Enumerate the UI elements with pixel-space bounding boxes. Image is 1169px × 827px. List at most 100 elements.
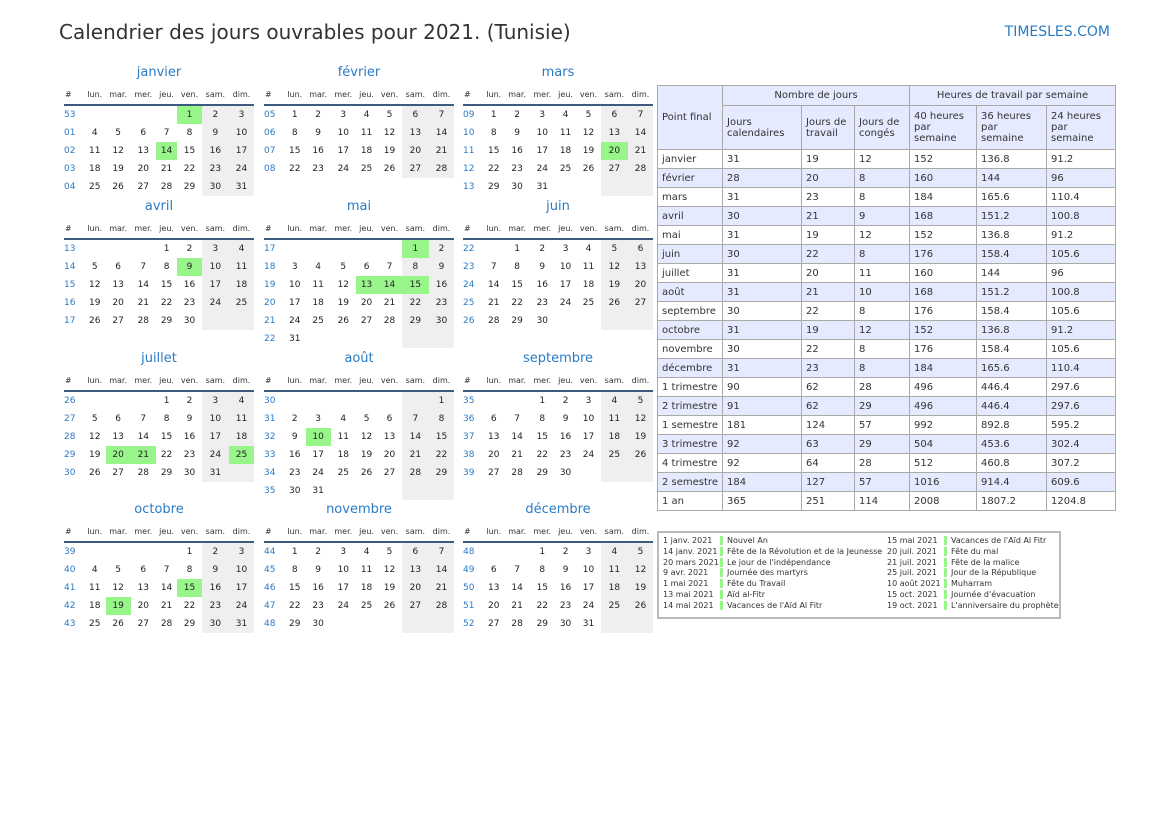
day-cell[interactable]: 19 [600,276,628,294]
day-cell[interactable]: 19 [627,579,653,597]
day-cell[interactable]: 31 [289,334,301,344]
day-cell[interactable]: 13 [488,432,500,442]
day-cell[interactable]: 14 [428,124,454,142]
day-cell[interactable]: 6 [115,414,121,424]
day-cell[interactable]: 16 [289,450,301,460]
day-cell[interactable]: 3 [562,244,569,254]
day-cell[interactable]: 15 [160,432,173,442]
day-cell[interactable]: 17 [201,276,229,294]
day-cell[interactable]: 19 [383,583,396,593]
day-cell[interactable]: 8 [186,565,193,575]
day-cell[interactable]: 20 [383,450,396,460]
day-cell[interactable]: 18 [89,164,101,174]
day-cell[interactable]: 30 [183,468,196,478]
day-cell[interactable]: 8 [186,128,193,138]
day-cell[interactable]: 5 [91,414,98,424]
day-cell[interactable]: 17 [228,579,254,597]
day-cell[interactable]: 27 [627,294,653,312]
day-cell[interactable]: 21 [428,142,454,160]
day-cell[interactable]: 19 [383,146,396,156]
day-cell[interactable]: 21 [137,298,150,308]
day-cell[interactable]: 7 [401,410,429,428]
day-cell[interactable]: 11 [600,561,628,579]
day-cell[interactable]: 9 [514,128,520,138]
day-cell[interactable]: 20 [137,601,150,611]
day-cell[interactable]: 13 [355,276,378,294]
day-cell[interactable]: 25 [89,619,101,629]
day-cell[interactable]: 18 [559,146,572,156]
day-cell[interactable]: 6 [600,105,628,124]
day-cell[interactable]: 6 [386,414,393,424]
day-cell[interactable]: 16 [312,583,324,593]
day-cell[interactable]: 25 [337,468,350,478]
day-cell[interactable]: 20 [137,164,150,174]
day-cell[interactable]: 21 [511,450,523,460]
day-cell[interactable]: 21 [511,601,523,611]
day-cell[interactable]: 29 [160,468,173,478]
day-cell[interactable]: 18 [337,450,350,460]
day-cell[interactable]: 19 [627,428,653,446]
day-cell[interactable]: 14 [401,428,429,446]
day-cell[interactable]: 5 [91,262,98,272]
day-cell[interactable]: 18 [312,298,324,308]
day-cell[interactable]: 31 [201,464,229,482]
day-cell[interactable]: 24 [228,597,254,615]
day-cell[interactable]: 26 [627,597,653,615]
day-cell[interactable]: 7 [140,414,147,424]
day-cell[interactable]: 4 [228,391,254,410]
day-cell[interactable]: 13 [137,583,150,593]
day-cell[interactable]: 1 [291,547,298,557]
day-cell[interactable]: 2 [315,547,321,557]
day-cell[interactable]: 7 [514,414,520,424]
day-cell[interactable]: 22 [289,164,301,174]
day-cell[interactable]: 3 [539,110,546,120]
day-cell[interactable]: 13 [112,432,124,442]
day-cell[interactable]: 8 [163,414,170,424]
day-cell[interactable]: 24 [337,164,350,174]
day-cell[interactable]: 28 [488,316,500,326]
day-cell[interactable]: 20 [488,601,500,611]
day-cell[interactable]: 11 [360,565,373,575]
day-cell[interactable]: 28 [137,316,150,326]
day-cell[interactable]: 1 [163,396,170,406]
day-cell[interactable]: 16 [312,146,324,156]
day-cell[interactable]: 19 [112,164,124,174]
day-cell[interactable]: 10 [228,561,254,579]
day-cell[interactable]: 13 [627,258,653,276]
day-cell[interactable]: 28 [511,468,523,478]
day-cell[interactable]: 14 [377,276,402,294]
day-cell[interactable]: 10 [228,124,254,142]
day-cell[interactable]: 22 [536,450,549,460]
day-cell[interactable]: 25 [312,316,324,326]
site-link[interactable]: TIMESLES.COM [1004,24,1110,40]
day-cell[interactable]: 15 [511,280,523,290]
day-cell[interactable]: 23 [428,294,454,312]
day-cell[interactable]: 22 [160,298,173,308]
day-cell[interactable]: 8 [401,258,429,276]
day-cell[interactable]: 2 [539,244,546,254]
day-cell[interactable]: 25 [360,164,373,174]
day-cell[interactable]: 6 [140,565,147,575]
day-cell[interactable]: 29 [511,316,523,326]
day-cell[interactable]: 30 [559,619,572,629]
day-cell[interactable]: 8 [490,128,497,138]
day-cell[interactable]: 14 [428,561,454,579]
day-cell[interactable]: 5 [585,110,592,120]
day-cell[interactable]: 9 [562,414,569,424]
day-cell[interactable]: 10 [582,414,595,424]
day-cell[interactable]: 15 [536,432,549,442]
day-cell[interactable]: 28 [401,464,429,482]
day-cell[interactable]: 15 [160,280,173,290]
day-cell[interactable]: 2 [428,239,454,258]
day-cell[interactable]: 17 [201,428,229,446]
day-cell[interactable]: 10 [337,128,350,138]
day-cell[interactable]: 20 [627,276,653,294]
day-cell[interactable]: 24 [559,298,572,308]
day-cell[interactable]: 8 [291,128,298,138]
day-cell[interactable]: 27 [112,316,124,326]
day-cell[interactable]: 1 [490,110,497,120]
day-cell[interactable]: 3 [201,239,229,258]
day-cell[interactable]: 22 [536,601,549,611]
day-cell[interactable]: 10 [305,428,331,446]
day-cell[interactable]: 21 [401,446,429,464]
